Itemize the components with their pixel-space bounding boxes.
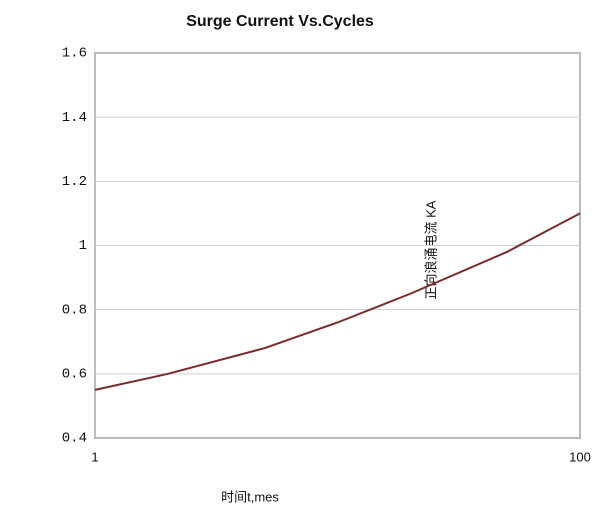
y-tick-label: 0.8 <box>62 302 87 318</box>
x-axis-label: 时间t,mes <box>221 489 279 504</box>
x-tick-label: 1 <box>91 449 98 464</box>
y-tick-label: 0.6 <box>62 367 87 383</box>
data-line <box>94 212 581 391</box>
y-axis-label: 正向浪涌电流 KA <box>423 200 438 299</box>
y-tick-label: 1.6 <box>62 46 87 62</box>
y-tick-label: 1.4 <box>62 110 87 126</box>
chart-title: Surge Current Vs.Cycles <box>186 13 374 30</box>
x-tick-label: 100 <box>569 449 591 464</box>
y-tick-label: 1.2 <box>62 174 87 190</box>
y-tick-label: 1 <box>79 238 87 254</box>
y-tick-label: 0.4 <box>62 431 87 447</box>
